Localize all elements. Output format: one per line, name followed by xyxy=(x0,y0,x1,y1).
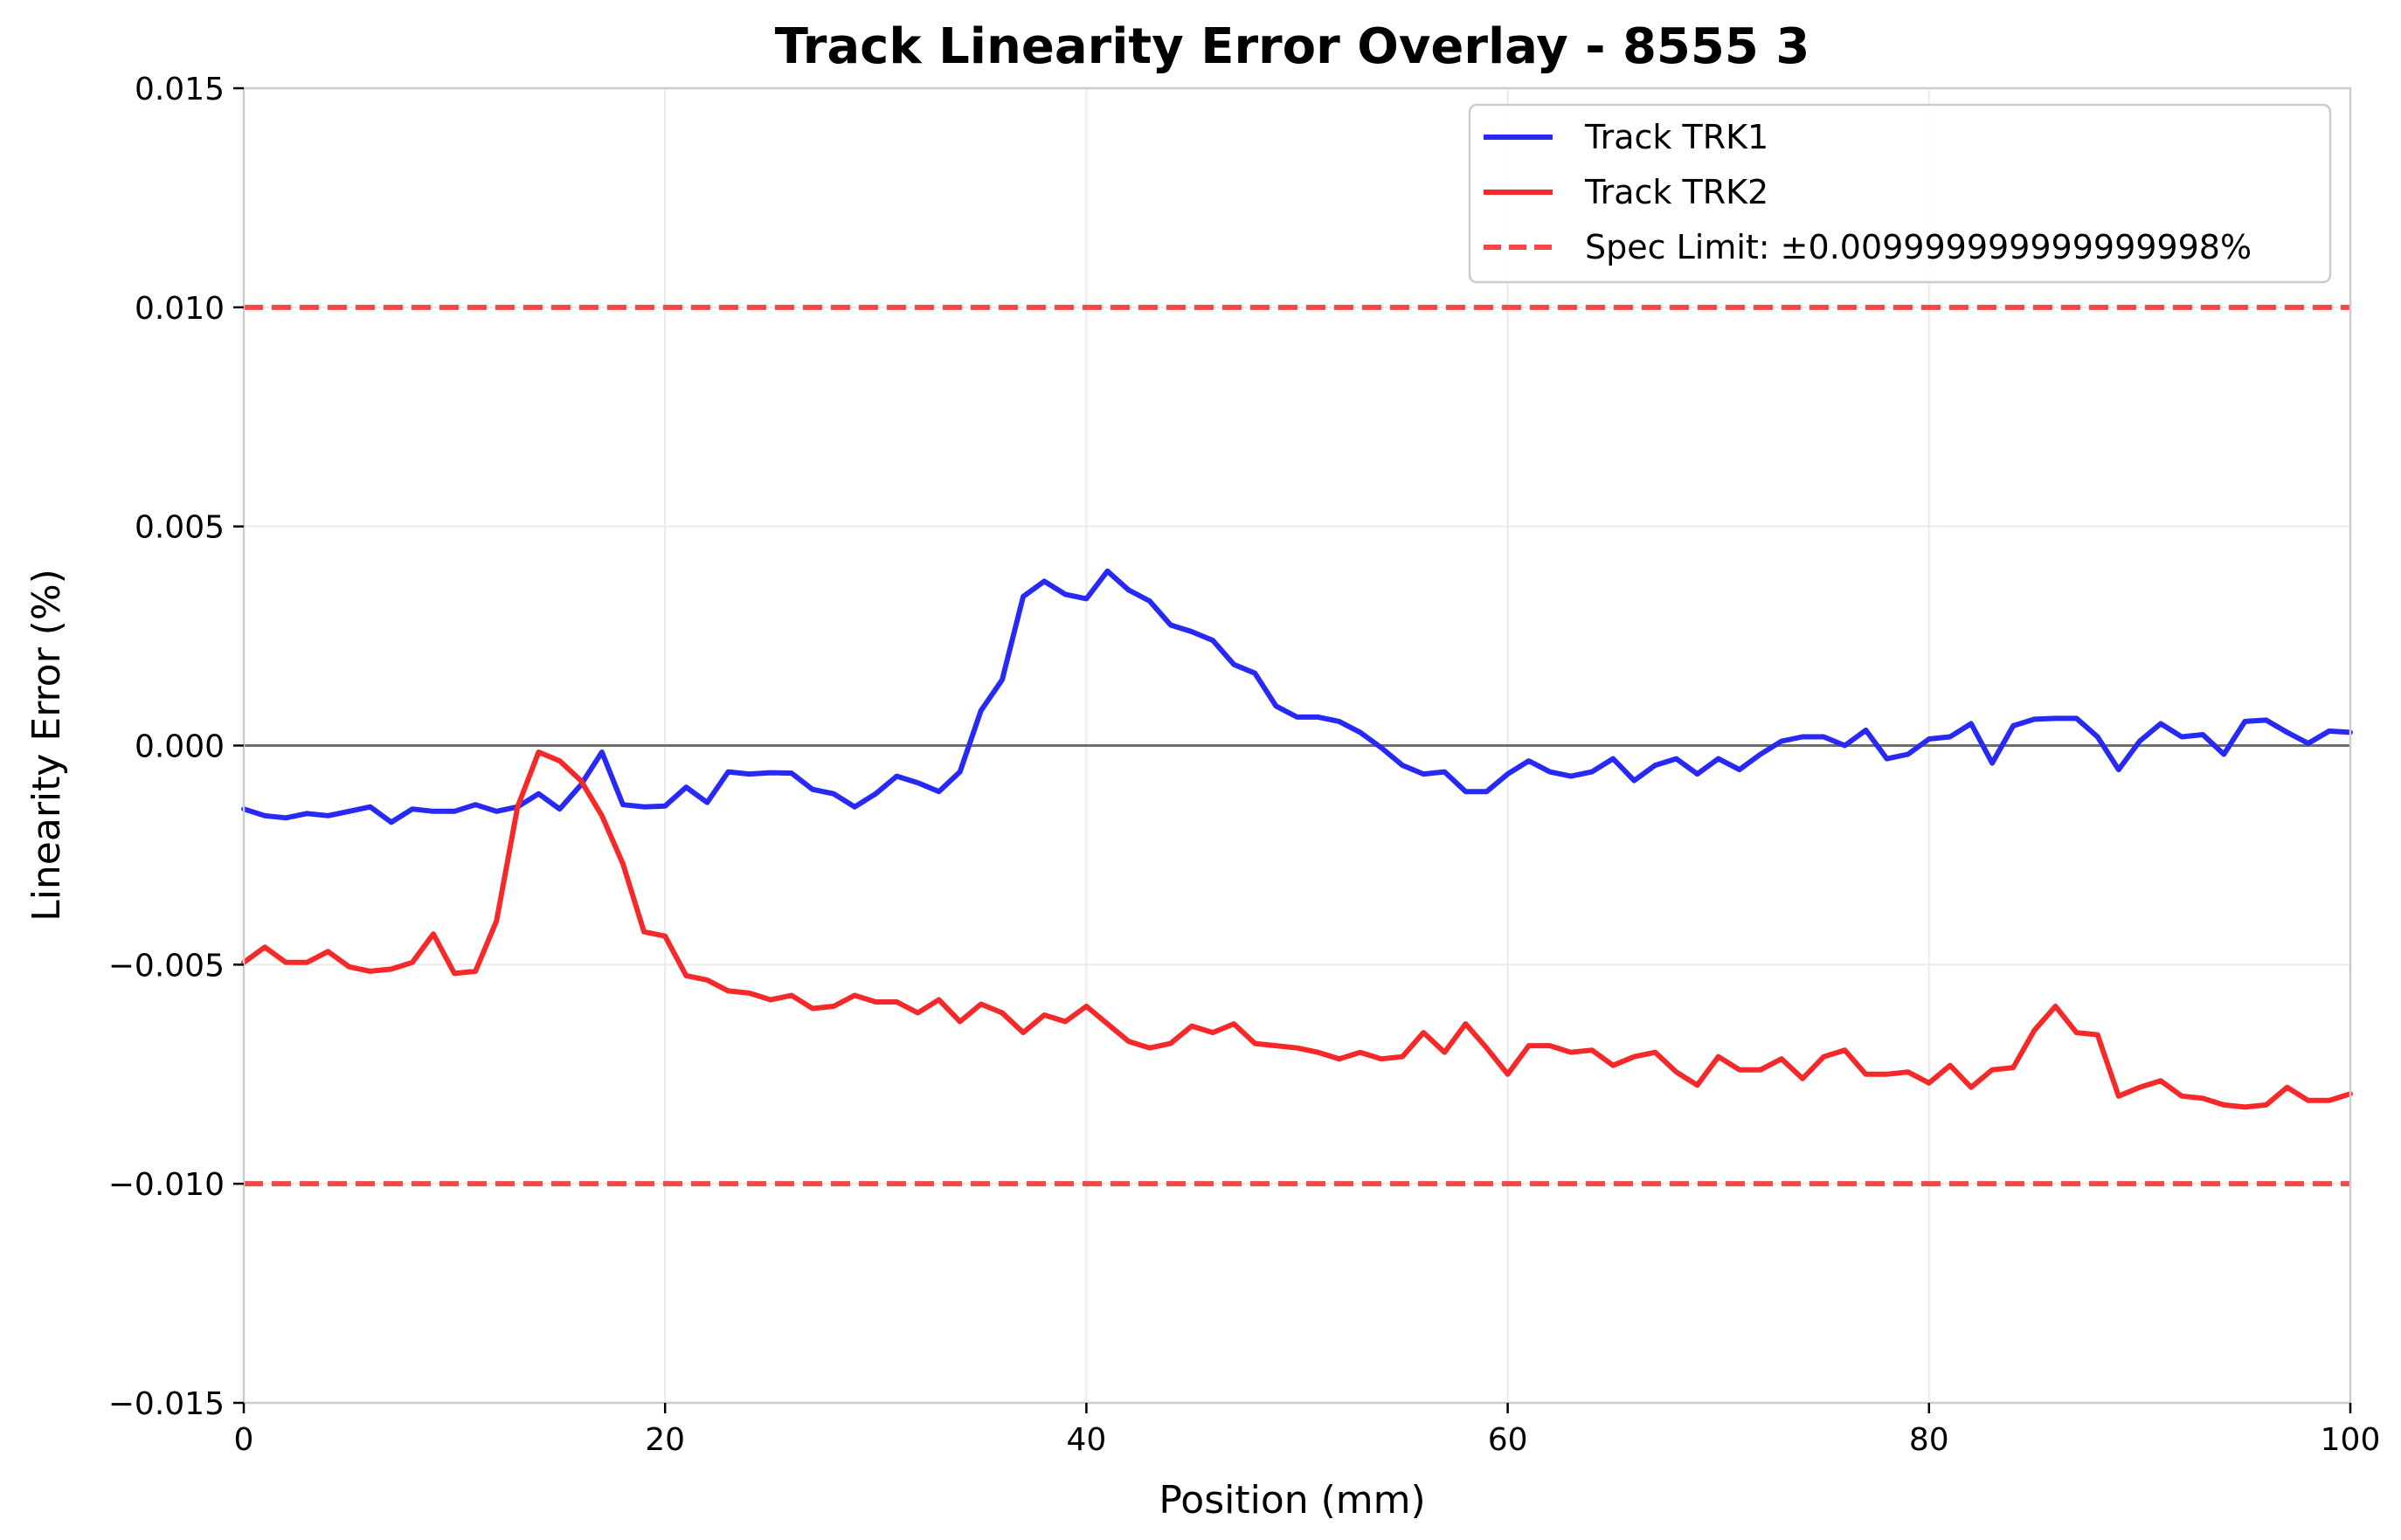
y-tick-label: 0.000 xyxy=(135,729,225,765)
x-axis-label: Position (mm) xyxy=(1159,1478,1425,1523)
legend-label: Spec Limit: ±0.009999999999999998% xyxy=(1585,228,2252,266)
y-tick-label: 0.015 xyxy=(135,72,225,107)
y-tick-label: −0.005 xyxy=(108,948,225,984)
reference-lines xyxy=(244,304,2350,1187)
legend: Track TRK1 Track TRK2 Spec Limit: ±0.00999… xyxy=(1468,103,2332,284)
y-axis-label: Linearity Error (%) xyxy=(24,569,69,922)
series-lines xyxy=(241,568,2353,1110)
y-tick-label: 0.005 xyxy=(135,510,225,546)
y-tick-label: 0.010 xyxy=(135,291,225,327)
x-tick-label: 100 xyxy=(2321,1422,2381,1458)
y-tick-label: −0.015 xyxy=(108,1386,225,1422)
x-tick-label: 60 xyxy=(1488,1422,1528,1458)
legend-label: Track TRK2 xyxy=(1584,173,1768,211)
x-tick-label: 20 xyxy=(645,1422,685,1458)
series-line-2 xyxy=(241,749,2353,1110)
legend-box xyxy=(1468,103,2332,284)
x-tick-label: 80 xyxy=(1909,1422,1949,1458)
x-tick-label: 0 xyxy=(234,1422,254,1458)
y-tick-label: −0.010 xyxy=(108,1167,225,1203)
x-tick-label: 40 xyxy=(1066,1422,1106,1458)
legend-label: Track TRK1 xyxy=(1584,118,1768,156)
series-line-1 xyxy=(241,568,2353,825)
axis-ticks: 0 20 40 60 80 100 −0.015 −0.010 −0.005 0.000 0.005… xyxy=(108,72,2381,1458)
chart-title: Track Linearity Error Overlay - 8555 3 xyxy=(775,18,1810,75)
